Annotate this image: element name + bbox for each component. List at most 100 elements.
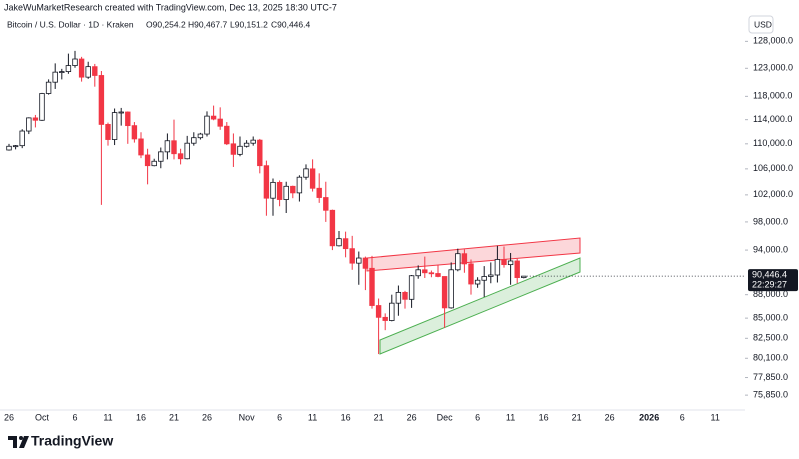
- candle-body: [349, 248, 355, 264]
- y-tick-label: 85,000.0: [753, 313, 788, 323]
- candle-body: [276, 181, 283, 200]
- candle-body: [65, 65, 72, 73]
- candle-body: [230, 143, 237, 155]
- ohlc-close: C90,446.4: [271, 19, 310, 29]
- x-tick-label: 21: [374, 412, 384, 422]
- y-tick-label: 114,000.0: [753, 114, 792, 124]
- x-tick-label: 6: [680, 412, 685, 422]
- candle-body: [243, 142, 250, 147]
- candle-body: [316, 187, 322, 198]
- y-tick-label: 128,000.0: [753, 36, 793, 46]
- candle-body: [362, 257, 369, 269]
- x-tick-label: 6: [475, 412, 480, 422]
- candle-body: [191, 137, 197, 144]
- candle-body: [250, 139, 256, 144]
- candle-body: [521, 275, 527, 278]
- candle-body: [395, 291, 402, 304]
- candle-body: [481, 276, 487, 281]
- candle-body: [85, 66, 91, 78]
- x-tick-label: 26: [202, 412, 212, 422]
- y-tick-label: 88,000.0: [753, 289, 788, 299]
- candle-body: [72, 58, 78, 66]
- candle-body: [507, 260, 514, 266]
- support-channel: [379, 257, 581, 355]
- y-tick-label: 77,850.0: [753, 372, 788, 382]
- candle-body: [375, 305, 382, 318]
- y-tick-label: 82,500.0: [753, 333, 788, 343]
- x-tick-label: 11: [308, 412, 317, 422]
- y-tick-label: 123,000.0: [753, 63, 793, 73]
- symbol: Bitcoin / U.S. Dollar · 1D · Kraken: [7, 19, 134, 29]
- candle-body: [26, 117, 32, 132]
- x-tick-label: 16: [341, 412, 351, 422]
- candle-body: [448, 269, 454, 309]
- currency: USD: [754, 19, 772, 29]
- price-tag-value: 90,446.4: [752, 270, 787, 280]
- candle-body: [441, 276, 448, 309]
- candle-body: [356, 257, 362, 264]
- x-tick-label: 11: [711, 412, 720, 422]
- y-tick-label: 118,000.0: [753, 91, 792, 101]
- candle-body: [197, 133, 204, 139]
- candle-body: [468, 263, 474, 285]
- candle-body: [415, 269, 421, 277]
- candle-body: [514, 260, 520, 278]
- candle-body: [105, 124, 111, 140]
- brand: TradingView: [31, 433, 113, 449]
- candle-body: [303, 168, 309, 178]
- candle-body: [342, 238, 349, 250]
- ohlc-open: O90,254.2: [146, 19, 186, 29]
- candle-body: [59, 71, 65, 74]
- price-tag: [748, 269, 798, 292]
- candle-body: [494, 259, 501, 276]
- candle-body: [111, 112, 118, 140]
- x-tick-label: 26: [605, 412, 615, 422]
- candle-body: [39, 93, 45, 121]
- candle-body: [382, 316, 388, 321]
- x-tick-label: 11: [506, 412, 515, 422]
- x-tick-label: 21: [572, 412, 582, 422]
- x-tick-label: 16: [136, 412, 146, 422]
- candle-body: [78, 58, 85, 78]
- candle-body: [257, 139, 263, 167]
- candle-body: [184, 142, 190, 160]
- candle-body: [158, 151, 164, 162]
- x-tick-label: 21: [169, 412, 179, 422]
- x-tick-label: 16: [539, 412, 549, 422]
- candle-body: [408, 275, 415, 300]
- candle-body: [323, 197, 329, 211]
- candle-body: [455, 253, 461, 271]
- candle-body: [369, 267, 375, 306]
- candle-body: [237, 145, 243, 155]
- y-tick-label: 102,000.0: [753, 189, 793, 199]
- price-tag-countdown: 22:29:27: [752, 280, 787, 290]
- candle-body: [263, 165, 270, 199]
- candle-body: [151, 160, 157, 167]
- currency-box[interactable]: [748, 15, 774, 34]
- ohlc-high: H90,467.7: [188, 19, 227, 29]
- logo-icon: [8, 436, 29, 448]
- candle-body: [177, 153, 184, 160]
- candle-body: [435, 273, 441, 277]
- candle-body: [428, 272, 435, 275]
- candle-body: [461, 253, 468, 265]
- candle-body: [32, 117, 39, 121]
- logo-dot: [19, 436, 23, 440]
- x-tick-label: Oct: [35, 412, 50, 422]
- y-tick-label: 75,850.0: [753, 390, 788, 400]
- y-tick-label: 80,100.0: [753, 353, 788, 363]
- y-tick-label: 94,000.0: [753, 244, 788, 254]
- candle-body: [217, 118, 223, 127]
- x-tick-label: Dec: [437, 412, 454, 422]
- x-tick-label: 26: [4, 412, 14, 422]
- candle-body: [204, 115, 210, 135]
- x-tick-label: 11: [103, 412, 112, 422]
- candle-body: [329, 209, 336, 247]
- candle-body: [118, 111, 124, 114]
- candle-body: [164, 140, 171, 153]
- x-tick-label: 6: [277, 412, 282, 422]
- y-tick-label: 98,000.0: [753, 216, 788, 226]
- y-tick-label: 106,000.0: [753, 163, 793, 173]
- logo: [8, 436, 29, 448]
